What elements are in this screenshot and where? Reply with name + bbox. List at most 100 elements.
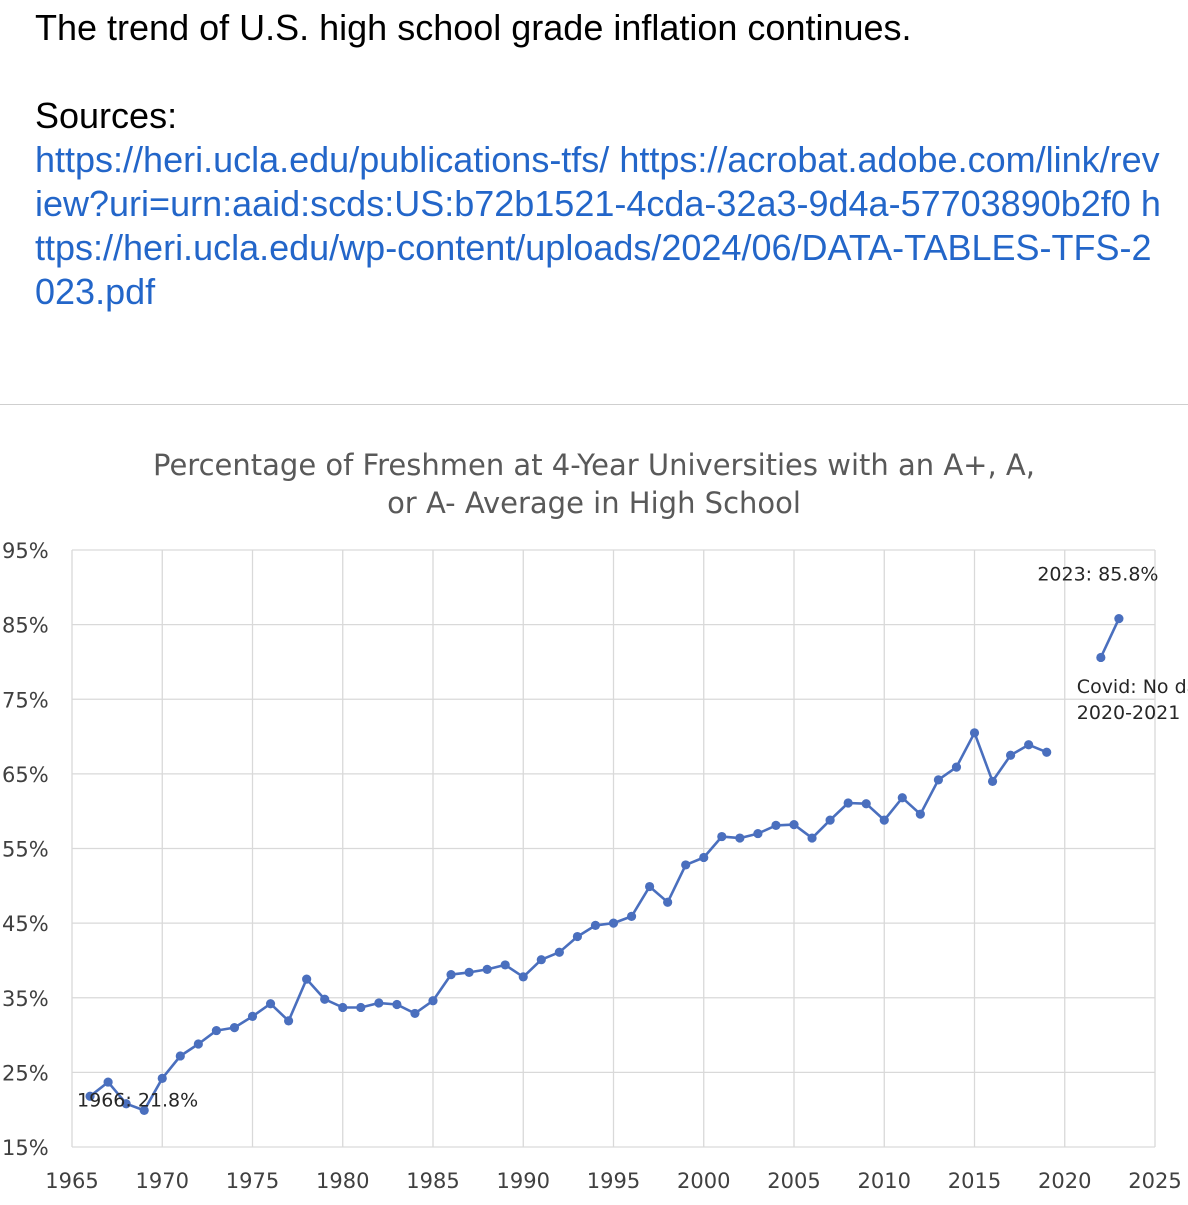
y-tick-label: 95% xyxy=(2,539,49,563)
data-point xyxy=(608,918,619,928)
y-axis-tick-labels: 15% 25% 35% 45% 55% 65% 75% 85% 95% xyxy=(2,539,49,1160)
data-point xyxy=(265,999,276,1009)
data-point xyxy=(789,820,799,830)
data-point xyxy=(536,955,546,965)
annotation-covid-line-1: Covid: No data xyxy=(1077,676,1188,698)
chart-title-line-2: or A- Average in High School xyxy=(387,486,801,520)
data-point xyxy=(572,931,583,942)
data-point xyxy=(446,970,456,980)
data-point xyxy=(861,799,871,809)
data-point xyxy=(1114,614,1124,624)
x-tick-label: 2005 xyxy=(767,1169,820,1193)
x-tick-label: 2000 xyxy=(677,1169,730,1193)
data-point xyxy=(1024,740,1034,750)
source-links: https://heri.ucla.edu/publications-tfs/ … xyxy=(35,138,1165,314)
line-chart: Percentage of Freshmen at 4-Year Univers… xyxy=(2,448,1188,1193)
data-point xyxy=(915,809,925,819)
data-point xyxy=(229,1023,240,1033)
y-tick-label: 25% xyxy=(2,1061,49,1085)
annotation-2023: 2023: 85.8% xyxy=(1037,564,1158,586)
data-point xyxy=(121,1099,131,1109)
annotation-1966: 1966: 21.8% xyxy=(77,1089,198,1111)
line-gap xyxy=(35,50,1165,94)
data-point xyxy=(753,828,763,839)
data-point xyxy=(807,833,817,843)
data-point xyxy=(175,1051,185,1061)
data-point xyxy=(771,820,781,830)
gridlines xyxy=(71,549,1156,1148)
data-point xyxy=(518,972,528,982)
data-point xyxy=(302,974,312,984)
source-link-3[interactable]: https://heri.ucla.edu/wp-content/uploads… xyxy=(35,183,1161,312)
x-tick-label: 1990 xyxy=(497,1169,550,1193)
x-tick-label: 2015 xyxy=(948,1169,1001,1193)
data-point xyxy=(663,897,673,907)
data-point xyxy=(1042,747,1052,757)
series-lines xyxy=(89,618,1121,1112)
y-tick-label: 15% xyxy=(2,1136,49,1160)
y-tick-label: 35% xyxy=(2,987,49,1011)
annotations: 1966: 21.8% 2023: 85.8% Covid: No data 2020… xyxy=(77,564,1188,1112)
sources-label: Sources: xyxy=(35,95,178,136)
x-axis-tick-labels: 1965 1970 1975 1980 1985 1990 1995 2000 2005 2010… xyxy=(45,1169,1181,1193)
data-point xyxy=(699,852,709,863)
series-line xyxy=(89,731,1048,1112)
y-tick-label: 85% xyxy=(2,614,49,638)
data-point xyxy=(825,815,835,825)
data-point xyxy=(933,775,944,785)
y-tick-label: 75% xyxy=(2,688,49,712)
data-point xyxy=(464,967,474,977)
data-point xyxy=(320,994,330,1004)
source-link-1[interactable]: https://heri.ucla.edu/publications-tfs/ xyxy=(35,139,610,180)
data-point xyxy=(987,776,998,786)
data-point xyxy=(482,964,492,974)
chart-title-line-1: Percentage of Freshmen at 4-Year Univers… xyxy=(153,448,1035,482)
data-point xyxy=(356,1002,366,1013)
data-point xyxy=(1096,652,1106,663)
x-tick-label: 1995 xyxy=(587,1169,640,1193)
data-point xyxy=(392,999,402,1010)
image-border xyxy=(0,404,1188,405)
data-point xyxy=(500,960,510,970)
y-tick-label: 65% xyxy=(2,763,49,787)
data-point xyxy=(157,1073,167,1083)
data-point xyxy=(645,881,655,892)
x-tick-label: 1965 xyxy=(45,1169,98,1193)
post-text: The trend of U.S. high school grade infl… xyxy=(35,6,1165,314)
data-point xyxy=(590,920,601,930)
data-point xyxy=(338,1002,348,1013)
x-tick-label: 1975 xyxy=(226,1169,279,1193)
data-point xyxy=(897,793,907,803)
x-tick-label: 2025 xyxy=(1128,1169,1181,1193)
x-tick-label: 2020 xyxy=(1038,1169,1091,1193)
data-point xyxy=(211,1025,221,1036)
data-point xyxy=(103,1077,113,1087)
data-point xyxy=(193,1039,203,1049)
x-tick-label: 1980 xyxy=(316,1169,369,1193)
series-line xyxy=(1099,618,1121,659)
data-point xyxy=(284,1016,294,1026)
data-point xyxy=(626,911,637,922)
chart-image: Percentage of Freshmen at 4-Year Univers… xyxy=(0,405,1188,1200)
data-point xyxy=(681,860,691,870)
annotation-covid-line-2: 2020-2021 xyxy=(1077,702,1181,724)
data-point xyxy=(85,1091,95,1101)
data-point xyxy=(735,833,745,843)
data-point xyxy=(951,762,962,772)
data-point xyxy=(879,815,889,825)
data-point xyxy=(428,996,438,1006)
data-point xyxy=(843,798,853,808)
source-link-2[interactable]: https://acrobat.adobe.com/link/review?ur… xyxy=(35,139,1160,224)
chart-title: Percentage of Freshmen at 4-Year Univers… xyxy=(153,448,1035,520)
data-point xyxy=(410,1008,420,1019)
data-point xyxy=(554,947,564,957)
data-point xyxy=(247,1011,258,1022)
series-points xyxy=(85,614,1124,1116)
x-tick-label: 2010 xyxy=(858,1169,911,1193)
y-tick-label: 45% xyxy=(2,912,49,936)
data-point xyxy=(1006,750,1016,760)
x-tick-label: 1985 xyxy=(406,1169,459,1193)
data-point xyxy=(969,728,980,738)
y-tick-label: 55% xyxy=(2,838,49,862)
post-body: The trend of U.S. high school grade infl… xyxy=(35,7,912,48)
